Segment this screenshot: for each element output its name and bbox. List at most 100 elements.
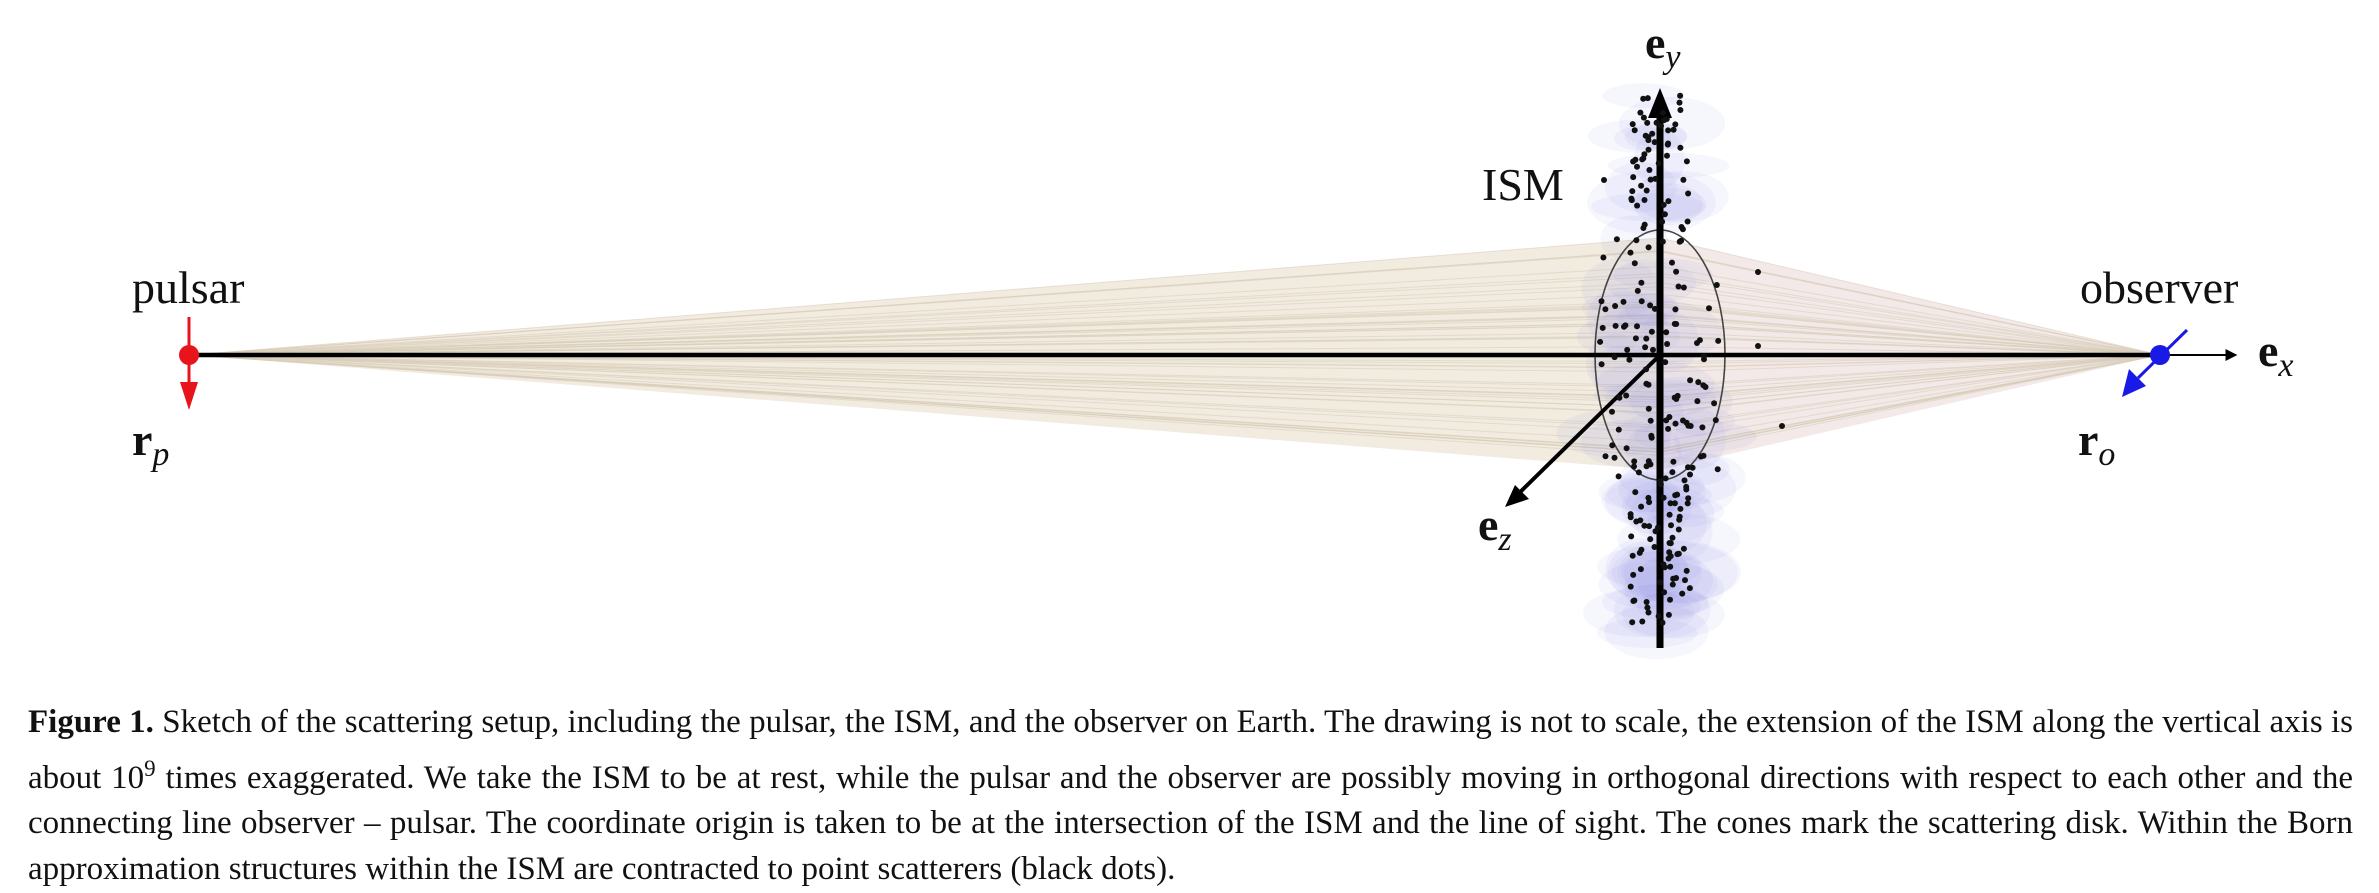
caption-text-2: times exaggerated. We take the ISM to be…: [28, 759, 2354, 887]
scatterer-dot: [1670, 575, 1677, 582]
cone-ray: [189, 354, 1661, 408]
scatterer-dot: [1601, 177, 1607, 183]
scatterer-dot: [1679, 590, 1686, 597]
scatterer-dot: [1665, 140, 1672, 147]
scatterer-dot: [1647, 302, 1654, 309]
scatterer-dot: [1637, 109, 1644, 116]
scatterer-dot: [1631, 260, 1638, 267]
scatterer-dot: [1661, 211, 1668, 218]
cone-ray: [1659, 354, 2161, 399]
scatterer-dot: [1631, 463, 1637, 470]
scatterer-dot: [1634, 202, 1641, 209]
scatterer-dot: [1632, 335, 1639, 342]
scatterer-dot: [1660, 561, 1667, 568]
scatterer-dot: [1684, 218, 1691, 225]
scatterer-dot: [1683, 483, 1690, 490]
scatterer-dot: [1640, 155, 1647, 162]
scatterer-dot: [1673, 395, 1680, 401]
ism-label: ISM: [1482, 159, 1564, 210]
scatterer-dot: [1602, 306, 1609, 313]
scatterer-dot: [1687, 471, 1693, 478]
scatterer-dot: [1634, 287, 1641, 294]
ez-axis: [1510, 353, 1662, 502]
scatterer-dot: [1667, 540, 1674, 547]
ism-cloud: [1637, 592, 1701, 621]
scatterer-dot: [1638, 279, 1645, 286]
scatterer-dot: [1666, 511, 1673, 518]
cone-ray: [189, 354, 1661, 450]
scatterer-dot: [1597, 338, 1604, 345]
scatterer-dot: [1624, 346, 1631, 353]
scatterer-dot: [1612, 303, 1619, 309]
cone-ray: [189, 354, 1661, 393]
cone-ray: [189, 354, 1661, 414]
cone-ray: [189, 317, 1661, 356]
scatterer-dot: [1635, 469, 1642, 476]
scatterer-dot: [1683, 567, 1690, 574]
ism-cloud: [1586, 333, 1645, 395]
scatterer-dot: [1684, 500, 1691, 507]
scatterer-dot: [1672, 420, 1679, 427]
scatterer-dot: [1669, 259, 1675, 266]
scatterer-dot: [1609, 408, 1615, 415]
cone-ray: [1659, 266, 2161, 356]
scatterer-dot: [1683, 419, 1690, 426]
scatterer-dot: [1696, 337, 1703, 344]
scatterer-dot: [1662, 475, 1669, 482]
cone-ray: [1659, 354, 2161, 450]
rp-label: rp: [132, 414, 169, 473]
scatterer-dot: [1713, 282, 1720, 288]
scatterer-dot: [1671, 320, 1678, 327]
scatterer-dot: [1715, 337, 1722, 344]
scatterer-dot: [1623, 445, 1630, 452]
ism-cloud: [1598, 471, 1707, 513]
scatterer-dot: [1681, 477, 1688, 484]
scatterer-dot: [1599, 324, 1606, 331]
pulsar-dot: [179, 345, 199, 365]
scatterer-dot: [1655, 613, 1662, 620]
scatterer-dot: [1657, 579, 1664, 586]
scatterer-dot: [1665, 425, 1672, 432]
scatterer-dot: [1661, 589, 1668, 596]
ez-arrowhead: [1505, 485, 1529, 507]
cone-ray: [189, 354, 1661, 388]
ism-cloud: [1669, 407, 1736, 437]
scatterer-dot: [1650, 346, 1656, 353]
scatterer-dot: [1651, 544, 1658, 550]
ez-label: ez: [1478, 499, 1512, 558]
ism-cloud: [1591, 192, 1706, 221]
cone-ray: [1659, 354, 2161, 443]
cone-ray: [189, 354, 1661, 453]
ro-sub: o: [2098, 436, 2115, 473]
cone-ray: [189, 303, 1661, 356]
scatterer-dot: [1667, 500, 1674, 507]
cone-ray: [1659, 354, 2161, 388]
ez-sub: z: [1497, 521, 1511, 558]
scatterer-dot: [1627, 249, 1634, 256]
scatterer-dot: [1664, 341, 1671, 347]
scatterer-dot: [1645, 494, 1652, 501]
scatterer-dot: [1645, 244, 1652, 251]
scatterer-dot: [1629, 552, 1636, 559]
scatterer-dot: [1669, 581, 1676, 588]
scatterer-dot: [1666, 414, 1673, 420]
cone-ray: [189, 282, 1661, 356]
scatterer-dot: [1639, 618, 1646, 625]
pulsar-label: pulsar: [132, 262, 244, 313]
pulsar-velocity-arrowhead: [180, 382, 198, 410]
ro-label: ro: [2078, 414, 2115, 473]
cone-ray: [189, 293, 1661, 356]
scatterer-dot: [1682, 577, 1688, 584]
scatterer-dot: [1660, 201, 1667, 208]
cone-ray: [1659, 317, 2161, 356]
scatterer-dot: [1611, 354, 1618, 361]
ism-cloud: [1583, 588, 1695, 637]
scatterer-dot: [1648, 432, 1655, 439]
scatterer-dot: [1613, 236, 1620, 243]
cone-ray: [189, 237, 1661, 356]
scatterer-dot: [1641, 221, 1648, 228]
scatterer-dot: [1680, 176, 1687, 183]
scatterer-dot: [1685, 464, 1691, 471]
scatterer-dot: [1667, 596, 1673, 603]
caption-sup: 9: [144, 755, 156, 781]
